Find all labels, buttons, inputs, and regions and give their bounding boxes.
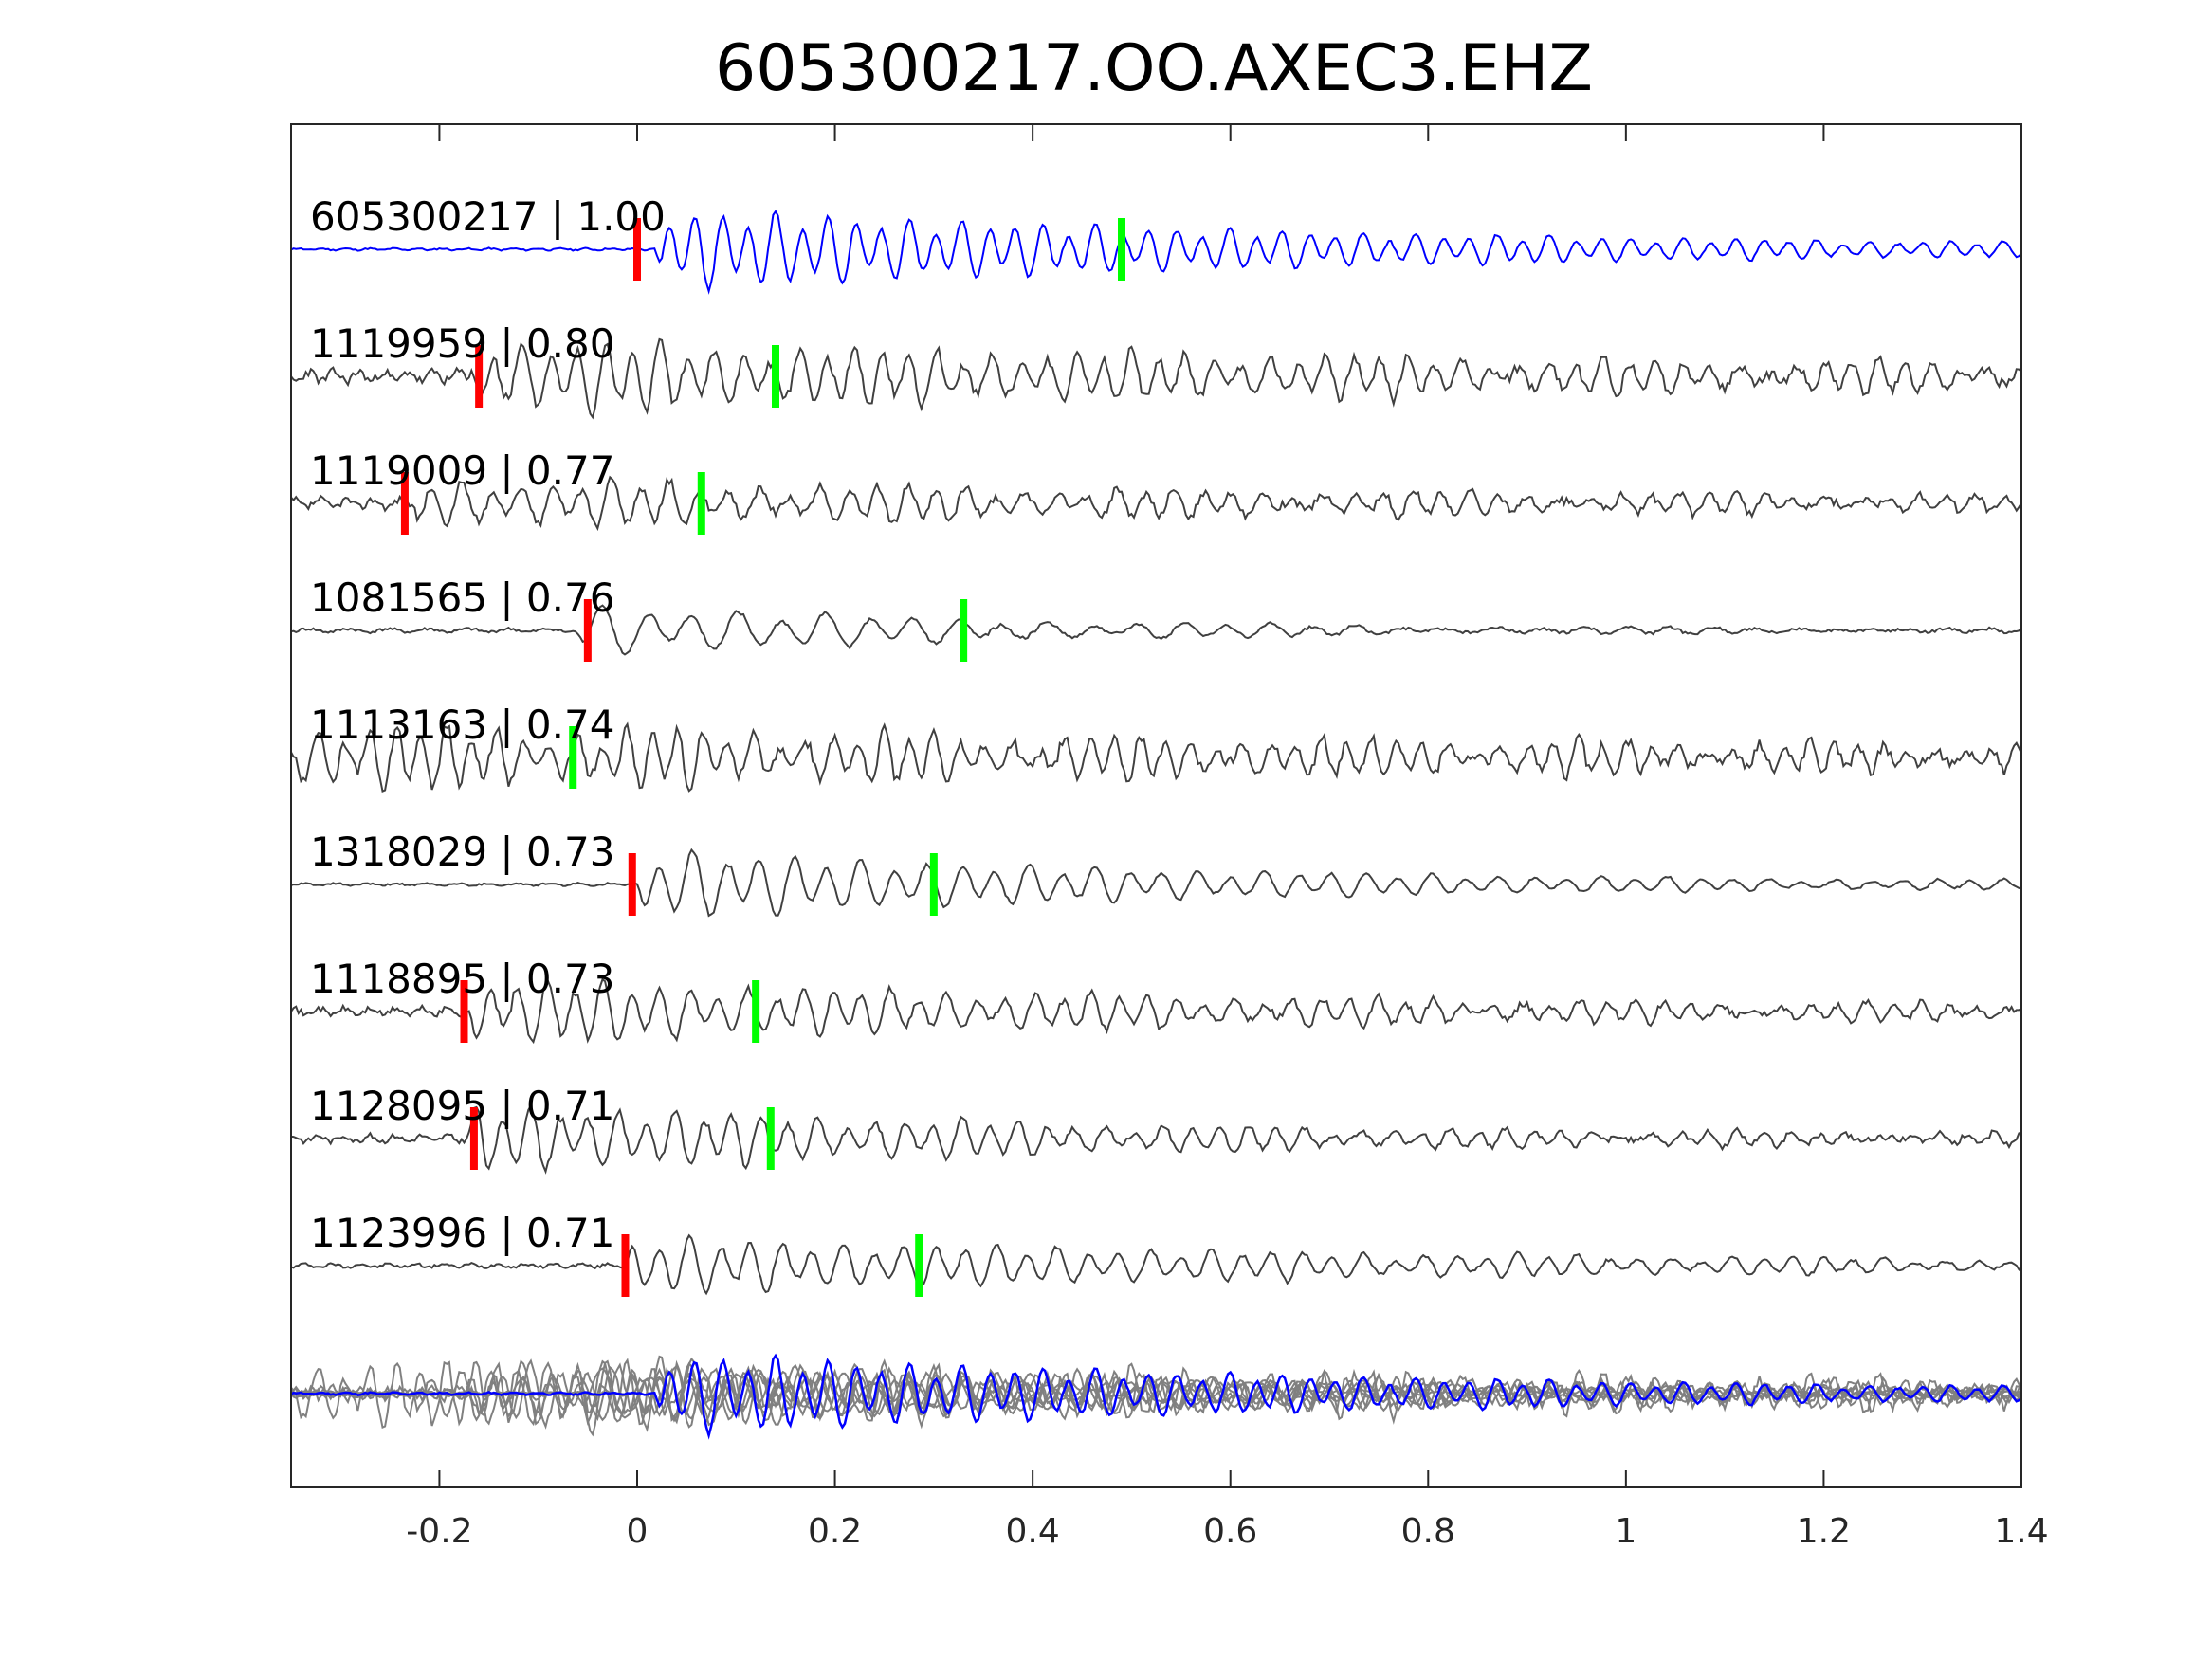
trace-label-1081565: 1081565 | 0.76 — [310, 574, 614, 621]
stack-template-trace — [290, 1353, 2022, 1440]
trace-line-1119009 — [290, 475, 2022, 532]
x-tick-label: -0.2 — [406, 1512, 472, 1551]
x-tick-label: 0.8 — [1401, 1512, 1455, 1551]
trace-label-1113163: 1113163 | 0.74 — [310, 702, 614, 748]
trace-label-1119959: 1119959 | 0.80 — [310, 320, 614, 367]
x-tick-label: 1.2 — [1797, 1512, 1851, 1551]
trace-line-1081565 — [290, 604, 2022, 656]
trace-line-1118895 — [290, 977, 2022, 1045]
trace-line-1128095 — [290, 1103, 2022, 1175]
trace-labels: 605300217 | 1.00 1119959 | 0.80 1119009 | … — [310, 193, 666, 1256]
trace-label-1118895: 1118895 | 0.73 — [310, 956, 614, 1002]
x-tick-label: 1.4 — [1994, 1512, 2048, 1551]
trace-label-1318029: 1318029 | 0.73 — [310, 829, 614, 875]
picks-group — [400, 218, 1125, 1297]
x-tick-label: 0.6 — [1203, 1512, 1257, 1551]
trace-label-1119009: 1119009 | 0.77 — [310, 447, 614, 494]
traces-group — [290, 210, 2022, 1296]
chart-title: 605300217.OO.AXEC3.EHZ — [715, 31, 1593, 106]
trace-label-1123996: 1123996 | 0.71 — [310, 1210, 614, 1256]
plot-area-frame — [290, 123, 2022, 1488]
x-tick-label: 0.4 — [1006, 1512, 1060, 1551]
x-tick-label: 1 — [1615, 1512, 1636, 1551]
trace-line-1123996 — [290, 1233, 2022, 1296]
x-tick-label: 0 — [627, 1512, 649, 1551]
trace-label-1128095: 1128095 | 0.71 — [310, 1083, 614, 1129]
stack-overlay — [290, 1353, 2022, 1440]
trace-line-1113163 — [290, 721, 2022, 793]
trace-line-1119959 — [290, 337, 2022, 420]
trace-line-1318029 — [290, 848, 2022, 918]
trace-label-605300217: 605300217 | 1.00 — [310, 193, 666, 240]
x-axis: -0.2 0 0.2 0.4 0.6 0.8 1 1.2 1.4 — [406, 124, 2049, 1551]
x-tick-label: 0.2 — [808, 1512, 862, 1551]
trace-line-605300217 — [290, 210, 2022, 295]
